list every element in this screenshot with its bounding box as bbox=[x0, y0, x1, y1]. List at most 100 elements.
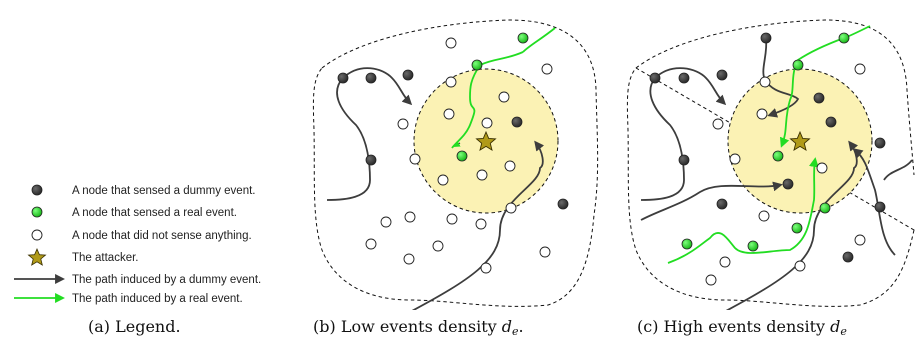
real-node bbox=[471, 59, 483, 71]
legend-label-dummy-path: The path induced by a dummy event. bbox=[72, 274, 261, 286]
dummy-node bbox=[874, 201, 886, 213]
dummy-node bbox=[716, 198, 728, 210]
white-node-icon bbox=[31, 229, 43, 241]
dummy-node bbox=[511, 116, 523, 128]
dummy-node bbox=[716, 69, 728, 81]
dummy-path bbox=[852, 148, 896, 256]
legend-label-attacker: The attacker. bbox=[72, 252, 138, 264]
empty-nodes bbox=[365, 37, 553, 274]
dummy-node bbox=[874, 137, 886, 149]
dummy-node bbox=[825, 116, 837, 128]
empty-node bbox=[443, 108, 455, 120]
legend-item-dummy-node: A node that sensed a dummy event. bbox=[31, 184, 255, 197]
dummy-node bbox=[365, 72, 377, 84]
dummy-path bbox=[640, 77, 685, 201]
caption-legend: (a) Legend. bbox=[88, 317, 181, 336]
dummy-node bbox=[649, 72, 661, 84]
caption-low-density-sub: e bbox=[512, 325, 519, 338]
real-nodes bbox=[456, 32, 529, 162]
empty-nodes bbox=[705, 63, 866, 286]
caption-high-density: (c) High events density de bbox=[637, 317, 847, 338]
real-node bbox=[456, 150, 468, 162]
empty-node bbox=[729, 153, 741, 165]
caption-high-density-var: d bbox=[830, 317, 840, 336]
empty-node bbox=[712, 118, 724, 130]
empty-node bbox=[816, 162, 828, 174]
dummy-node bbox=[337, 72, 349, 84]
dummy-node bbox=[365, 154, 377, 166]
real-node bbox=[747, 240, 759, 252]
legend-item-empty-node: A node that did not sense anything. bbox=[31, 229, 252, 242]
empty-node bbox=[504, 160, 516, 172]
empty-node bbox=[759, 76, 771, 88]
dummy-nodes bbox=[337, 69, 569, 210]
empty-node bbox=[541, 63, 553, 75]
caption-low-density-var: d bbox=[502, 317, 512, 336]
empty-node bbox=[505, 202, 517, 214]
empty-node bbox=[854, 234, 866, 246]
real-nodes bbox=[681, 32, 850, 252]
attacker-star bbox=[789, 130, 811, 151]
dummy-path bbox=[342, 67, 413, 106]
real-path bbox=[451, 51, 524, 149]
panel-high-density bbox=[626, 19, 915, 310]
caption-low-density-suffix: . bbox=[519, 317, 524, 336]
real-node bbox=[517, 32, 529, 44]
dummy-node bbox=[402, 69, 414, 81]
empty-node bbox=[854, 63, 866, 75]
dummy-node bbox=[678, 154, 690, 166]
empty-node bbox=[404, 211, 416, 223]
empty-node bbox=[409, 153, 421, 165]
empty-node bbox=[481, 117, 493, 129]
empty-node bbox=[365, 238, 377, 250]
real-path bbox=[522, 27, 556, 53]
empty-node bbox=[758, 210, 770, 222]
dummy-node bbox=[782, 178, 794, 190]
real-node bbox=[772, 150, 784, 162]
green-node-icon bbox=[31, 206, 43, 218]
caption-high-density-sub: e bbox=[840, 325, 847, 338]
empty-node bbox=[380, 216, 392, 228]
legend-item-real-path: The path induced by a real event. bbox=[14, 293, 243, 305]
dummy-node bbox=[557, 198, 569, 210]
dummy-node bbox=[813, 92, 825, 104]
empty-node bbox=[445, 37, 457, 49]
legend-label-real-node: A node that sensed a real event. bbox=[72, 207, 237, 219]
empty-node bbox=[475, 218, 487, 230]
real-path bbox=[453, 140, 461, 148]
empty-node bbox=[445, 76, 457, 88]
caption-low-density-prefix: (b) Low events density bbox=[313, 317, 502, 336]
dummy-path bbox=[883, 159, 913, 181]
empty-node bbox=[756, 108, 768, 120]
dummy-path bbox=[326, 77, 371, 201]
network-boundary bbox=[626, 19, 915, 307]
dummy-path bbox=[654, 67, 727, 106]
real-node bbox=[681, 238, 693, 250]
empty-node bbox=[476, 169, 488, 181]
real-node bbox=[819, 202, 831, 214]
dummy-node bbox=[842, 251, 854, 263]
caption-high-density-prefix: (c) High events density bbox=[637, 317, 830, 336]
dummy-node bbox=[760, 32, 772, 44]
legend-item-attacker: The attacker. bbox=[27, 247, 138, 266]
empty-node bbox=[403, 253, 415, 265]
empty-node bbox=[705, 274, 717, 286]
empty-node bbox=[432, 240, 444, 252]
real-node bbox=[792, 59, 804, 71]
empty-node bbox=[446, 213, 458, 225]
dummy-path bbox=[640, 181, 783, 221]
real-path bbox=[779, 37, 845, 148]
legend: A node that sensed a dummy event. A node… bbox=[14, 184, 261, 305]
caption-low-density: (b) Low events density de. bbox=[313, 317, 524, 338]
real-node bbox=[838, 32, 850, 44]
empty-node bbox=[539, 246, 551, 258]
legend-label-real-path: The path induced by a real event. bbox=[72, 293, 243, 305]
empty-node bbox=[397, 118, 409, 130]
empty-node bbox=[498, 91, 510, 103]
legend-item-dummy-path: The path induced by a dummy event. bbox=[14, 274, 261, 286]
star-icon bbox=[27, 247, 47, 266]
attacker-star bbox=[475, 130, 497, 151]
legend-label-empty-node: A node that did not sense anything. bbox=[72, 230, 252, 242]
empty-node bbox=[719, 256, 731, 268]
